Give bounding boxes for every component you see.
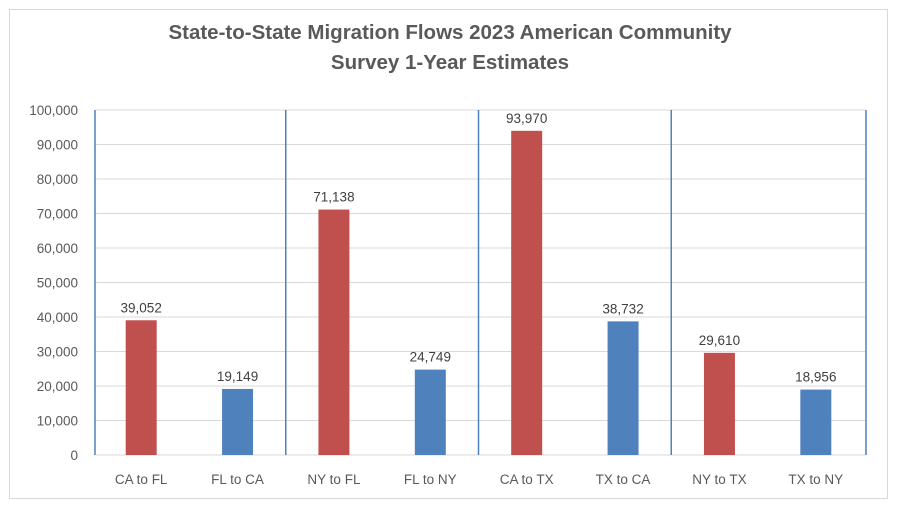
x-tick-label: TX to CA [596,472,651,487]
x-tick-label: TX to NY [788,472,843,487]
bars [125,130,832,455]
bar-fl-to-ca [222,388,254,455]
bar-tx-to-ca [607,321,639,455]
bar-ca-to-tx [511,130,543,455]
data-label: 38,732 [602,301,643,316]
y-tick-label: 90,000 [37,138,78,153]
y-axis-tick-labels: 0 10,000 20,000 30,000 40,000 50,000 60,000 70,… [29,103,78,463]
y-tick-label: 40,000 [37,310,78,325]
data-label: 39,052 [121,300,162,315]
y-tick-label: 0 [70,448,78,463]
bar-ca-to-fl [125,320,157,455]
x-tick-label: CA to FL [115,472,168,487]
data-label: 24,749 [410,350,451,365]
chart-title-line-1: State-to-State Migration Flows 2023 Amer… [168,21,732,44]
data-labels: 39,052 19,149 71,138 24,749 93,970 38,732 29,6… [121,111,837,385]
gridlines [95,109,866,456]
data-label: 93,970 [506,111,547,126]
data-label: 29,610 [699,333,740,348]
x-tick-label: NY to FL [307,472,361,487]
data-label: 19,149 [217,369,258,384]
x-tick-label: NY to TX [692,472,746,487]
chart-title-line-2: Survey 1-Year Estimates [330,51,570,74]
bar-tx-to-ny [800,389,832,455]
x-tick-label: FL to CA [211,472,264,487]
y-tick-label: 100,000 [29,103,78,118]
y-tick-label: 70,000 [37,207,78,222]
x-axis-category-labels: CA to FL FL to CA NY to FL FL to NY CA to TX… [115,472,843,487]
data-label: 18,956 [795,370,836,385]
bar-ny-to-fl [318,209,350,455]
bar-ny-to-tx [703,352,735,455]
y-tick-label: 30,000 [37,345,78,360]
x-tick-label: FL to NY [404,472,457,487]
chart-title: State-to-State Migration Flows 2023 Amer… [0,18,900,78]
y-tick-label: 80,000 [37,172,78,187]
x-tick-label: CA to TX [500,472,554,487]
group-separators [94,110,867,455]
bar-fl-to-ny [414,369,446,455]
data-label: 71,138 [313,190,354,205]
y-tick-label: 20,000 [37,379,78,394]
y-tick-label: 60,000 [37,241,78,256]
y-tick-label: 50,000 [37,276,78,291]
y-tick-label: 10,000 [37,414,78,429]
